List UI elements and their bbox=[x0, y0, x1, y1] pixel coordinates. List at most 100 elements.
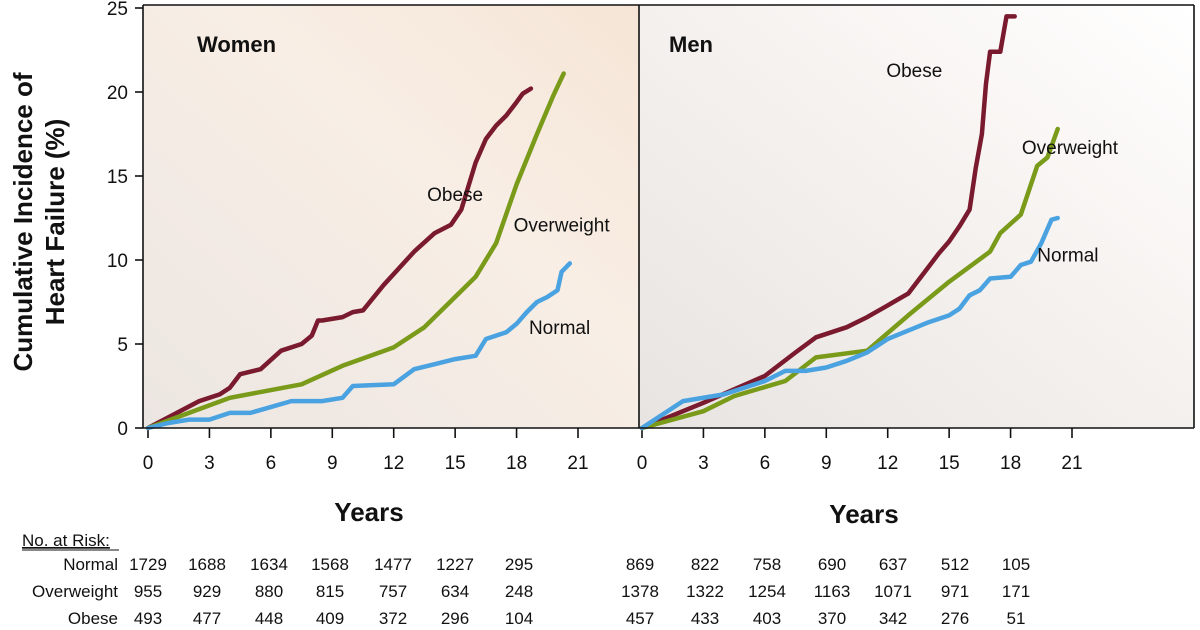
x-tick-label: 6 bbox=[266, 453, 277, 474]
x-tick-label: 18 bbox=[506, 453, 527, 474]
at-risk-value: 409 bbox=[316, 609, 344, 628]
women-curve-labels: Obese Overweight Normal bbox=[427, 185, 610, 339]
x-tick-label: 12 bbox=[877, 453, 898, 474]
women-series bbox=[145, 71, 573, 431]
y-tick-label: 0 bbox=[117, 419, 128, 440]
women-y-tick-labels: 0 5 10 15 20 25 bbox=[107, 0, 143, 440]
y-axis-label: Cumulative Incidence of Heart Failure (%… bbox=[8, 72, 70, 371]
men-x-tick-labels: 0 3 6 9 12 15 18 21 bbox=[637, 428, 1083, 474]
y-axis-label-line2: Heart Failure (%) bbox=[40, 119, 70, 326]
y-tick-label: 5 bbox=[117, 335, 128, 356]
at-risk-value: 1634 bbox=[250, 555, 288, 574]
women-plot-background bbox=[143, 5, 639, 428]
at-risk-value: 822 bbox=[691, 555, 719, 574]
at-risk-value: 869 bbox=[626, 555, 654, 574]
at-risk-value: 296 bbox=[441, 609, 469, 628]
x-tick-label: 3 bbox=[698, 453, 709, 474]
men-obese-line bbox=[639, 14, 1017, 431]
women-x-axis-title: Years bbox=[334, 497, 403, 527]
at-risk-value: 248 bbox=[505, 582, 533, 601]
at-risk-value: 637 bbox=[879, 555, 907, 574]
men-overweight-line bbox=[639, 126, 1060, 431]
at-risk-row-names: Normal Overweight Obese bbox=[32, 555, 118, 628]
women-normal-line bbox=[145, 261, 573, 431]
y-axis-label-line1: Cumulative Incidence of bbox=[8, 72, 38, 371]
men-panel-title: Men bbox=[669, 32, 713, 57]
x-tick-label: 21 bbox=[1061, 453, 1082, 474]
at-risk-value: 403 bbox=[753, 609, 781, 628]
at-risk-value: 433 bbox=[691, 609, 719, 628]
x-tick-label: 21 bbox=[567, 453, 588, 474]
women-overweight-line bbox=[145, 71, 566, 431]
men-plot-background bbox=[639, 5, 1194, 428]
women-overweight-label: Overweight bbox=[514, 215, 611, 236]
at-risk-value: 1254 bbox=[748, 582, 786, 601]
at-risk-value: 880 bbox=[255, 582, 283, 601]
x-tick-label: 15 bbox=[939, 453, 960, 474]
women-panel-title: Women bbox=[197, 32, 276, 57]
at-risk-value: 1568 bbox=[311, 555, 349, 574]
men-overweight-label: Overweight bbox=[1022, 138, 1119, 159]
women-obese-line bbox=[145, 86, 534, 431]
x-tick-label: 15 bbox=[445, 453, 466, 474]
men-curve-labels: Obese Overweight Normal bbox=[886, 61, 1118, 267]
at-risk-value: 493 bbox=[134, 609, 162, 628]
at-risk-value: 1071 bbox=[874, 582, 912, 601]
x-tick-label: 9 bbox=[821, 453, 832, 474]
x-tick-label: 0 bbox=[637, 453, 648, 474]
at-risk-value: 512 bbox=[941, 555, 969, 574]
at-risk-value: 342 bbox=[879, 609, 907, 628]
at-risk-value: 1227 bbox=[436, 555, 474, 574]
at-risk-value: 171 bbox=[1002, 582, 1030, 601]
at-risk-value: 955 bbox=[134, 582, 162, 601]
at-risk-value: 929 bbox=[193, 582, 221, 601]
at-risk-value: 477 bbox=[193, 609, 221, 628]
at-risk-row-name: Normal bbox=[63, 555, 118, 574]
men-normal-line bbox=[639, 215, 1060, 431]
at-risk-row-name: Overweight bbox=[32, 582, 118, 601]
x-tick-label: 0 bbox=[143, 453, 154, 474]
x-tick-label: 12 bbox=[383, 453, 404, 474]
women-normal-label: Normal bbox=[529, 318, 590, 339]
men-series bbox=[639, 14, 1060, 431]
at-risk-title: No. at Risk: bbox=[22, 531, 110, 550]
men-obese-label: Obese bbox=[886, 61, 942, 82]
y-tick-label: 15 bbox=[107, 167, 128, 188]
at-risk-value: 690 bbox=[818, 555, 846, 574]
at-risk-value: 276 bbox=[941, 609, 969, 628]
y-tick-label: 10 bbox=[107, 251, 128, 272]
at-risk-row-name: Obese bbox=[68, 609, 118, 628]
men-normal-label: Normal bbox=[1037, 246, 1098, 267]
at-risk-value: 295 bbox=[505, 555, 533, 574]
women-panel: 0 5 10 15 20 25 0 3 6 9 12 15 18 21 Women Obese Overw… bbox=[107, 0, 639, 474]
women-obese-label: Obese bbox=[427, 185, 483, 206]
at-risk-value: 1477 bbox=[374, 555, 412, 574]
x-tick-label: 6 bbox=[760, 453, 771, 474]
at-risk-value: 372 bbox=[379, 609, 407, 628]
x-tick-label: 9 bbox=[327, 453, 338, 474]
at-risk-value: 370 bbox=[818, 609, 846, 628]
x-tick-label: 18 bbox=[1000, 453, 1021, 474]
men-at-risk-values: 869 822 758 690 637 512 105 1378 1322 1254 1163 107… bbox=[621, 555, 1030, 628]
at-risk-value: 757 bbox=[379, 582, 407, 601]
y-tick-label: 25 bbox=[107, 0, 128, 20]
men-panel: 0 3 6 9 12 15 18 21 Men Obese Overweight Normal bbox=[637, 5, 1194, 474]
at-risk-value: 815 bbox=[316, 582, 344, 601]
men-x-axis-title: Years bbox=[829, 499, 898, 529]
women-x-tick-labels: 0 3 6 9 12 15 18 21 bbox=[143, 428, 589, 474]
at-risk-value: 1729 bbox=[129, 555, 167, 574]
at-risk-value: 1688 bbox=[188, 555, 226, 574]
at-risk-value: 104 bbox=[505, 609, 533, 628]
at-risk-value: 1378 bbox=[621, 582, 659, 601]
x-tick-label: 3 bbox=[204, 453, 215, 474]
at-risk-value: 971 bbox=[941, 582, 969, 601]
at-risk-value: 457 bbox=[626, 609, 654, 628]
at-risk-value: 105 bbox=[1002, 555, 1030, 574]
y-tick-label: 20 bbox=[107, 83, 128, 104]
women-at-risk-values: 1729 1688 1634 1568 1477 1227 295 955 929 880 815 7… bbox=[129, 555, 533, 628]
at-risk-value: 1322 bbox=[686, 582, 724, 601]
at-risk-value: 448 bbox=[255, 609, 283, 628]
at-risk-value: 634 bbox=[441, 582, 469, 601]
